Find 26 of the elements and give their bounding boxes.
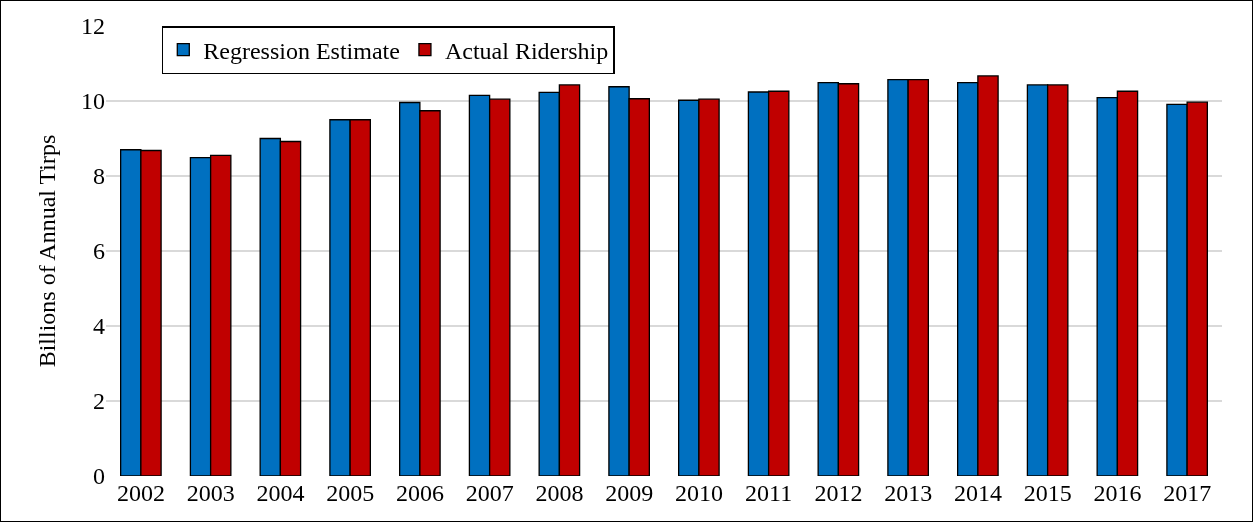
- x-tick-label: 2005: [326, 480, 375, 506]
- x-tick-label: 2008: [535, 480, 584, 506]
- x-tick-label: 2011: [745, 480, 793, 506]
- x-tick-label: 2016: [1093, 480, 1142, 506]
- y-tick-label: 6: [93, 238, 105, 265]
- y-tick-label: 0: [93, 463, 105, 490]
- legend-label: Regression Estimate: [203, 37, 400, 64]
- x-tick-label: 2013: [884, 480, 933, 506]
- x-tick-label: 2014: [953, 480, 1002, 506]
- y-tick-label: 4: [93, 313, 105, 340]
- y-axis-title: Billions of Annual Tirps: [34, 134, 61, 368]
- x-tick-label: 2002: [116, 480, 165, 506]
- y-tick-label: 12: [81, 13, 105, 40]
- x-tick-label: 2007: [465, 480, 514, 506]
- y-tick-label: 10: [81, 88, 105, 115]
- legend-label: Actual Ridership: [444, 37, 609, 64]
- y-tick-label: 8: [93, 163, 105, 190]
- x-tick-label: 2006: [395, 480, 444, 506]
- x-tick-label: 2015: [1023, 480, 1072, 506]
- y-tick-label: 2: [93, 388, 105, 415]
- x-tick-label: 2009: [605, 480, 654, 506]
- x-tick-label: 2012: [814, 480, 863, 506]
- x-tick-label: 2003: [186, 480, 235, 506]
- x-tick-label: 2010: [674, 480, 723, 506]
- x-tick-label: 2004: [256, 480, 305, 506]
- x-tick-label: 2017: [1163, 480, 1212, 506]
